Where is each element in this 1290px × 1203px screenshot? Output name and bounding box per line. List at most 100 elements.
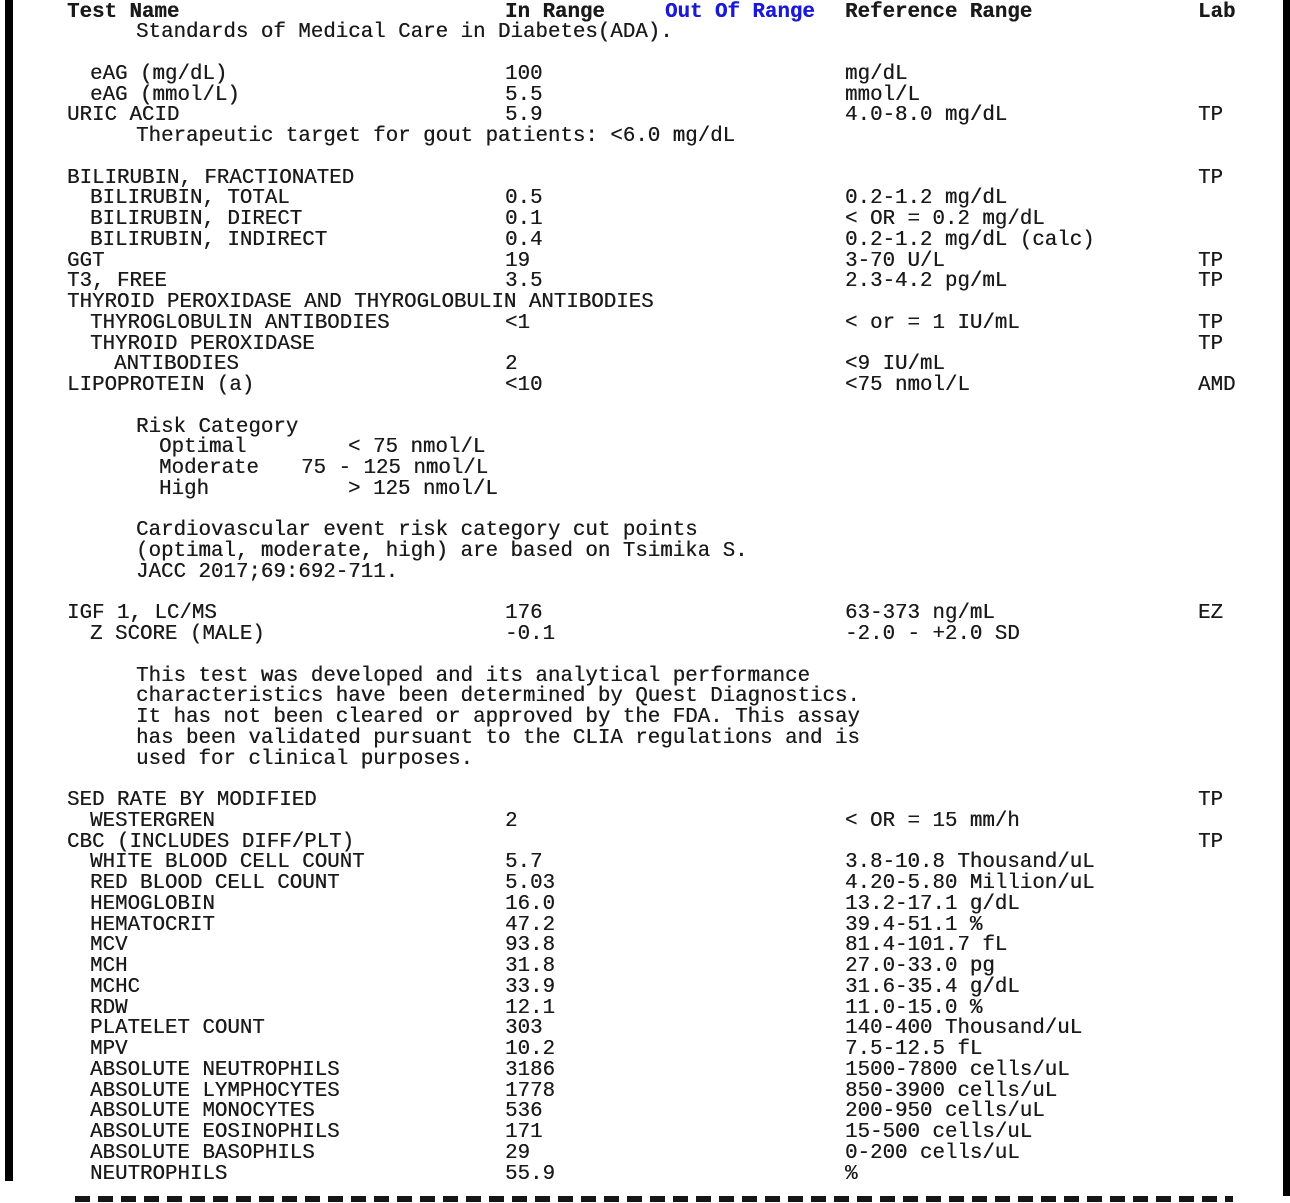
reference-range-cell: 39.4-51.1 %	[845, 913, 983, 937]
reference-range-cell: 81.4-101.7 fL	[845, 934, 1008, 958]
result-line: eAG (mg/dL) 100 mg/dL	[0, 64, 1290, 85]
reference-range-cell: 200-950 cells/uL	[845, 1100, 1045, 1124]
in-range-value: 303	[505, 1017, 543, 1041]
result-line: PLATELET COUNT 303 140-400 Thousand/uL	[0, 1018, 1290, 1039]
note-line: Therapeutic target for gout patients: <6…	[0, 126, 1290, 147]
result-line: MCH 31.8 27.0-33.0 pg	[0, 956, 1290, 977]
reference-range-cell: -2.0 - +2.0 SD	[845, 623, 1020, 646]
result-line: CBC (INCLUDES DIFF/PLT) TP	[0, 832, 1290, 853]
reference-range-cell: < OR = 0.2 mg/dL	[845, 208, 1045, 231]
in-range-value: 5.5	[505, 83, 543, 107]
result-line: NEUTROPHILS 55.9%	[0, 1164, 1290, 1185]
result-line: HEMOGLOBIN 16.0 13.2-17.1 g/dL	[0, 894, 1290, 915]
cut-off-text-row	[75, 1196, 1233, 1202]
lab-code: TP	[1198, 270, 1223, 294]
result-line: MCHC 33.9 31.6-35.4 g/dL	[0, 977, 1290, 998]
test-name-cell: THYROID PEROXIDASE	[90, 332, 315, 356]
note-line: has been validated pursuant to the CLIA …	[0, 728, 1290, 749]
test-name-cell: BILIRUBIN, TOTAL	[90, 187, 290, 211]
in-range-value: 47.2	[505, 913, 555, 937]
blank-line	[0, 43, 1290, 64]
lab-code: TP	[1198, 332, 1223, 356]
header-test-name: Test Name	[67, 0, 180, 24]
test-name-cell: PLATELET COUNT	[90, 1017, 265, 1041]
test-name-cell: SED RATE BY MODIFIED	[67, 789, 317, 812]
result-line: High > 125 nmol/L	[0, 479, 1290, 500]
test-name-cell: WESTERGREN	[90, 809, 215, 833]
result-line: MCV 93.8 81.4-101.7 fL	[0, 935, 1290, 956]
in-range-value: 19	[505, 249, 530, 273]
result-line: Z SCORE (MALE) -0.1 -2.0 - +2.0 SD	[0, 624, 1290, 645]
test-name-cell: BILIRUBIN, FRACTIONATED	[67, 166, 355, 190]
result-line: ABSOLUTE EOSINOPHILS 171 15-500 cells/uL	[0, 1122, 1290, 1143]
test-name-cell: MPV	[90, 1038, 128, 1061]
test-name-cell: eAG (mmol/L)	[90, 83, 240, 107]
in-range-value: 29	[505, 1141, 530, 1165]
test-name-cell: WHITE BLOOD CELL COUNT	[90, 851, 365, 875]
reference-range-cell: <75 nmol/L	[845, 374, 970, 397]
reference-range-cell: 140-400 Thousand/uL	[845, 1017, 1083, 1041]
note-text: JACC 2017;69:692-711.	[136, 560, 399, 584]
result-line: ABSOLUTE BASOPHILS 29 0-200 cells/uL	[0, 1143, 1290, 1164]
reference-range-cell: 4.0-8.0 mg/dL	[845, 104, 1008, 128]
lab-code: TP	[1198, 789, 1223, 812]
in-range-value: 2	[505, 809, 518, 833]
test-name-cell: NEUTROPHILS	[90, 1162, 228, 1186]
note-text: characteristics have been determined by …	[136, 685, 860, 709]
reference-range-cell: 0-200 cells/uL	[845, 1141, 1020, 1165]
reference-range-cell: 3.8-10.8 Thousand/uL	[845, 851, 1095, 875]
reference-range-cell: 7.5-12.5 fL	[845, 1038, 983, 1061]
lab-code: TP	[1198, 249, 1223, 273]
note-text: (optimal, moderate, high) are based on T…	[136, 540, 748, 563]
reference-range-cell: 11.0-15.0 %	[845, 996, 983, 1020]
test-name-cell: LIPOPROTEIN (a)	[67, 374, 255, 397]
in-range-value: 5.03	[505, 872, 555, 895]
in-range-value: <1	[505, 311, 530, 335]
test-name-cell: GGT	[67, 249, 105, 273]
in-range-value: 0.1	[505, 208, 543, 231]
result-line: eAG (mmol/L) 5.5 mmol/L	[0, 85, 1290, 106]
scan-edge-right	[1283, 0, 1290, 1196]
lab-code: TP	[1198, 104, 1223, 128]
result-line: BILIRUBIN, TOTAL 0.5 0.2-1.2 mg/dL	[0, 188, 1290, 209]
test-name-cell: ABSOLUTE LYMPHOCYTES	[90, 1079, 340, 1103]
note-text: This test was developed and its analytic…	[136, 664, 810, 688]
reference-range-cell: <9 IU/mL	[845, 353, 945, 377]
note-text: It has not been cleared or approved by t…	[136, 706, 860, 729]
test-name-cell: Z SCORE (MALE)	[90, 623, 265, 646]
note-text: Risk Category	[136, 415, 299, 439]
reference-range-cell: 13.2-17.1 g/dL	[845, 892, 1020, 916]
in-range-value: 171	[505, 1121, 543, 1144]
test-name-cell: CBC (INCLUDES DIFF/PLT)	[67, 830, 355, 854]
in-range-value: 31.8	[505, 955, 555, 978]
result-line: GGT 19 3-70 U/L TP	[0, 251, 1290, 272]
in-range-value: 0.5	[505, 187, 543, 211]
result-line: RDW 12.1 11.0-15.0 %	[0, 998, 1290, 1019]
blank-line	[0, 396, 1290, 417]
result-line: ABSOLUTE LYMPHOCYTES 1778 850-3900 cells/u…	[0, 1081, 1290, 1102]
note-line: Risk Category	[0, 417, 1290, 438]
test-name-cell: High	[159, 477, 209, 501]
test-name-cell: MCV	[90, 934, 128, 958]
test-name-cell: RDW	[90, 996, 128, 1020]
in-range-value: 100	[505, 62, 543, 86]
result-line: IGF 1, LC/MS 176 63-373 ng/mL EZ	[0, 603, 1290, 624]
test-name-cell: BILIRUBIN, DIRECT	[90, 208, 303, 231]
in-range-value: 10.2	[505, 1038, 555, 1061]
result-line: ABSOLUTE MONOCYTES 536 200-950 cells/uL	[0, 1101, 1290, 1122]
header-lab: Lab	[1198, 0, 1236, 24]
in-range-value: 2	[505, 353, 518, 377]
test-name-cell: ANTIBODIES	[114, 353, 239, 377]
result-line: WHITE BLOOD CELL COUNT 5.7 3.8-10.8 Thousa…	[0, 852, 1290, 873]
in-range-value: 1778	[505, 1079, 555, 1103]
blank-line	[0, 147, 1290, 168]
result-line: THYROID PEROXIDASE TP	[0, 334, 1290, 355]
test-name-cell: ABSOLUTE NEUTROPHILS	[90, 1058, 340, 1082]
in-range-value: 33.9	[505, 975, 555, 999]
scan-edge-left	[5, 0, 13, 1181]
reference-range-cell: 850-3900 cells/uL	[845, 1079, 1058, 1103]
lab-code: TP	[1198, 311, 1223, 335]
in-range-value: 12.1	[505, 996, 555, 1020]
note-line: This test was developed and its analytic…	[0, 666, 1290, 687]
lab-code: TP	[1198, 830, 1223, 854]
